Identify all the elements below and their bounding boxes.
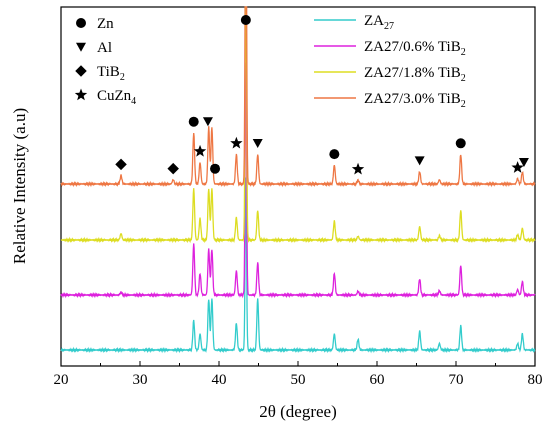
x-tick-label: 80: [528, 372, 543, 388]
zn-marker: [240, 15, 251, 25]
x-tick-label: 50: [291, 372, 306, 388]
zn-marker: [210, 163, 221, 174]
al-marker-legend: [76, 42, 86, 52]
tib2-marker: [115, 158, 127, 171]
phase-legend-label: Al: [97, 40, 112, 56]
series-line-2: [60, 6, 536, 244]
plot-frame: [60, 6, 536, 367]
cuzn4-marker-legend: [74, 88, 88, 101]
al-marker: [414, 156, 425, 166]
x-axis-title: 2θ (degree): [259, 402, 337, 421]
phase-legend-label: CuZn4: [97, 88, 136, 107]
series-legend: ZA27 ZA27/0.6% TiB2 ZA27/1.8% TiB2 ZA27/3.0…: [314, 13, 466, 110]
tib2-marker-legend: [75, 65, 87, 77]
series-line-1: [60, 62, 536, 299]
phase-legend-label: TiB2: [97, 64, 125, 83]
x-tick-label: 70: [449, 372, 464, 388]
zn-marker: [329, 149, 340, 160]
phase-annotations: [115, 15, 529, 175]
legend-label-0: ZA27: [364, 13, 394, 32]
legend-label-1: ZA27/0.6% TiB2: [364, 39, 466, 58]
zn-marker: [188, 116, 199, 127]
x-tick-label: 30: [133, 372, 148, 388]
series-traces: [60, 6, 536, 354]
legend-label-2: ZA27/1.8% TiB2: [364, 65, 466, 84]
al-marker: [202, 117, 213, 127]
zn-marker: [455, 138, 466, 149]
x-tick-label: 40: [212, 372, 227, 388]
x-tick-label: 60: [370, 372, 385, 388]
phase-legend-label: Zn: [97, 16, 114, 32]
cuzn4-marker: [511, 161, 524, 173]
series-line-0: [60, 177, 536, 354]
cuzn4-marker: [230, 136, 243, 149]
cuzn4-marker: [193, 144, 207, 157]
legend-label-3: ZA27/3.0% TiB2: [364, 91, 466, 110]
x-tick-label: 20: [54, 372, 69, 388]
cuzn4-marker: [351, 162, 365, 175]
al-marker: [252, 139, 263, 149]
zn-marker-legend: [76, 18, 86, 28]
phase-legend: Zn Al TiB2 CuZn4: [74, 16, 136, 107]
series-line-3: [60, 6, 536, 188]
y-axis-title: Relative Intensity (a.u): [10, 108, 29, 264]
x-axis-ticks: 20 30 40 50 60 70 80: [54, 361, 543, 388]
al-marker: [518, 158, 529, 168]
tib2-marker: [167, 162, 179, 175]
